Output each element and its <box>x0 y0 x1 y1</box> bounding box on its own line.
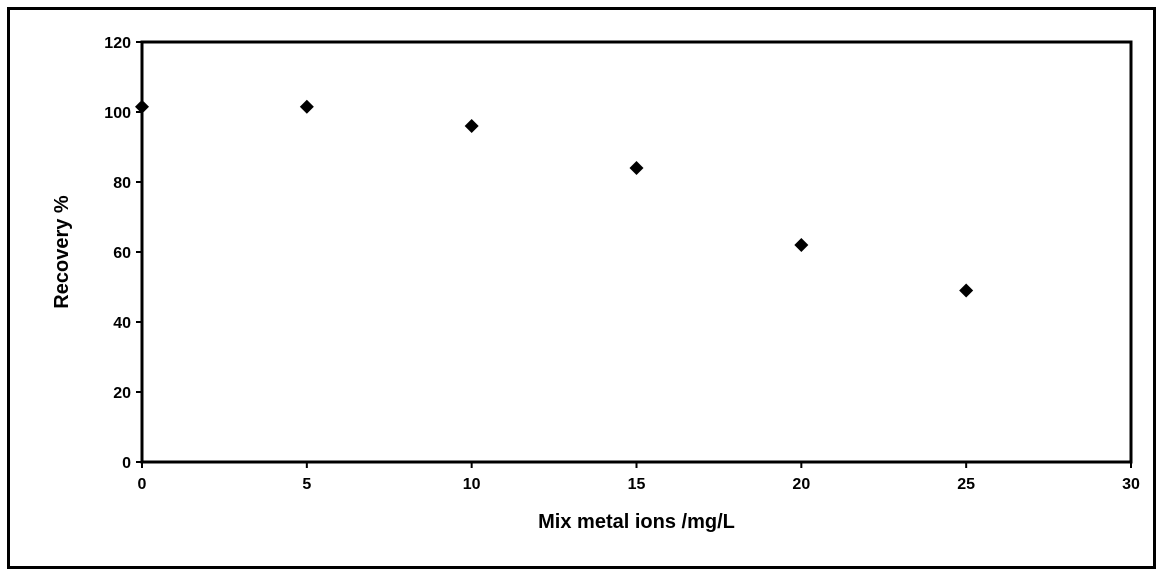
data-point <box>794 238 809 252</box>
plot-area <box>140 40 1133 464</box>
data-point <box>464 119 479 133</box>
x-tick-label: 5 <box>302 476 311 493</box>
data-point <box>959 283 974 298</box>
data-point <box>135 99 149 114</box>
x-tick-label: 25 <box>957 476 975 493</box>
x-tick-label: 15 <box>628 476 646 493</box>
y-tick-label: 60 <box>113 245 131 262</box>
y-tick-label: 0 <box>122 455 131 472</box>
x-axis-title: Mix metal ions /mg/L <box>538 511 735 533</box>
x-tick-label: 30 <box>1122 476 1140 493</box>
y-tick-label: 100 <box>104 105 131 122</box>
y-axis-ticks: 0 20 40 60 80 100 120 <box>104 35 142 472</box>
y-axis-title: Recovery % <box>51 195 73 309</box>
x-tick-label: 10 <box>463 476 481 493</box>
y-tick-label: 20 <box>113 385 131 402</box>
data-point <box>299 99 314 114</box>
y-tick-label: 40 <box>113 315 131 332</box>
y-tick-label: 120 <box>104 35 131 52</box>
y-tick-label: 80 <box>113 175 131 192</box>
data-points <box>135 99 974 298</box>
x-tick-label: 20 <box>792 476 810 493</box>
x-tick-label: 0 <box>138 476 147 493</box>
data-point <box>629 161 644 175</box>
x-axis-ticks: 0 5 10 15 20 25 30 <box>138 462 1140 493</box>
